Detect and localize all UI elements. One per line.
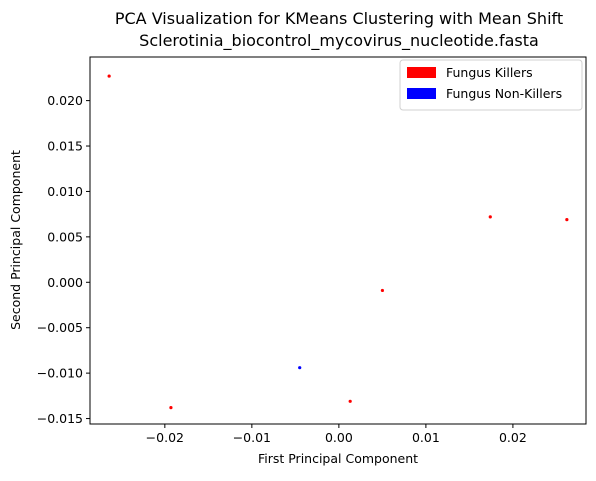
- y-tick-label: 0.005: [47, 229, 83, 244]
- data-point-fungus-killers: [488, 215, 492, 219]
- x-tick-label: 0.00: [325, 430, 353, 445]
- y-tick-label: −0.015: [37, 411, 83, 426]
- data-point-fungus-killers: [169, 406, 173, 410]
- legend-swatch-fungus-non-killers: [407, 88, 436, 99]
- x-axis-label: First Principal Component: [258, 451, 418, 466]
- legend: Fungus Killers Fungus Non-Killers: [399, 59, 583, 111]
- legend-label-fungus-non-killers: Fungus Non-Killers: [446, 86, 562, 101]
- plot-area: [89, 56, 587, 425]
- chart-subtitle: Sclerotinia_biocontrol_mycovirus_nucleot…: [139, 31, 539, 51]
- x-axis-ticks: −0.02 −0.01 0.00 0.01 0.02: [146, 424, 527, 445]
- points-layer: [107, 74, 569, 410]
- legend-swatch-fungus-killers: [407, 67, 436, 78]
- y-axis-ticks: −0.015 −0.010 −0.005 0.000 0.005 0.010 0.015 0.…: [37, 93, 90, 426]
- x-tick-label: 0.02: [499, 430, 527, 445]
- y-tick-label: −0.010: [37, 366, 83, 381]
- y-tick-label: 0.000: [47, 275, 83, 290]
- legend-label-fungus-killers: Fungus Killers: [446, 65, 533, 80]
- data-point-fungus-non-killers: [298, 366, 302, 370]
- data-point-fungus-killers: [107, 74, 111, 78]
- y-tick-label: 0.020: [47, 93, 83, 108]
- y-tick-label: 0.010: [47, 184, 83, 199]
- x-tick-label: −0.01: [233, 430, 271, 445]
- x-tick-label: 0.01: [412, 430, 440, 445]
- y-tick-label: −0.005: [37, 320, 83, 335]
- x-tick-label: −0.02: [146, 430, 184, 445]
- y-axis-label: Second Principal Component: [8, 150, 23, 330]
- data-point-fungus-killers: [380, 288, 384, 293]
- chart-title: PCA Visualization for KMeans Clustering …: [115, 9, 563, 28]
- data-point-fungus-killers: [348, 399, 352, 403]
- y-tick-label: 0.015: [47, 139, 83, 154]
- data-point-fungus-killers: [565, 218, 569, 222]
- legend-box: [399, 59, 583, 111]
